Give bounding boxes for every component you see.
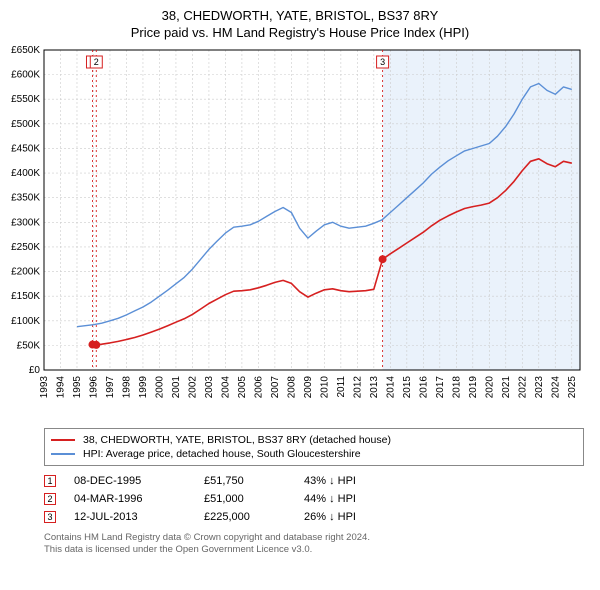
transaction-date: 12-JUL-2013 — [74, 511, 204, 523]
y-tick-label: £400K — [11, 168, 40, 179]
x-tick-label: 2006 — [253, 376, 264, 399]
x-tick-label: 2024 — [550, 376, 561, 399]
legend-label: HPI: Average price, detached house, Sout… — [83, 448, 361, 460]
x-tick-label: 2014 — [385, 376, 396, 399]
legend-box: 38, CHEDWORTH, YATE, BRISTOL, BS37 8RY (… — [44, 428, 584, 466]
chart-area: £0 £50K £100K £150K £200K £250K £300K £350K £400… — [0, 44, 600, 424]
x-tick-label: 2015 — [402, 376, 413, 399]
x-tick-label: 2012 — [352, 376, 363, 399]
x-tick-label: 2011 — [336, 376, 347, 398]
title-subtitle: Price paid vs. HM Land Registry's House … — [0, 25, 600, 40]
title-address: 38, CHEDWORTH, YATE, BRISTOL, BS37 8RY — [0, 8, 600, 23]
y-tick-label: £500K — [11, 119, 40, 130]
x-tick-label: 2000 — [154, 376, 165, 399]
x-tick-label: 2019 — [468, 376, 479, 399]
transactions-table: 1 08-DEC-1995£51,75043% ↓ HPI 2 04-MAR-1996… — [44, 472, 584, 526]
transaction-row: 1 08-DEC-1995£51,75043% ↓ HPI — [44, 472, 584, 490]
x-tick-label: 2002 — [187, 376, 198, 399]
transaction-row: 2 04-MAR-1996£51,00044% ↓ HPI — [44, 490, 584, 508]
y-tick-label: £300K — [11, 217, 40, 228]
y-tick-label: £600K — [11, 70, 40, 81]
x-tick-label: 2016 — [418, 376, 429, 399]
x-tick-label: 2004 — [220, 376, 231, 399]
x-tick-label: 2007 — [270, 376, 281, 399]
sale-marker-label: 3 — [380, 57, 385, 67]
x-tick-label: 1993 — [39, 376, 50, 399]
chart-svg: £0 £50K £100K £150K £200K £250K £300K £350K £400… — [0, 44, 600, 424]
legend-swatch — [51, 439, 75, 441]
x-tick-label: 2013 — [369, 376, 380, 399]
transaction-price: £51,000 — [204, 493, 304, 505]
legend-item: 38, CHEDWORTH, YATE, BRISTOL, BS37 8RY (… — [51, 433, 577, 447]
x-tick-label: 2025 — [567, 376, 578, 399]
x-tick-label: 2018 — [451, 376, 462, 399]
transaction-row: 3 12-JUL-2013£225,00026% ↓ HPI — [44, 508, 584, 526]
x-tick-label: 1998 — [121, 376, 132, 399]
x-tick-label: 2010 — [319, 376, 330, 399]
y-tick-label: £100K — [11, 316, 40, 327]
legend-label: 38, CHEDWORTH, YATE, BRISTOL, BS37 8RY (… — [83, 434, 391, 446]
transaction-pct: 26% ↓ HPI — [304, 511, 404, 523]
x-tick-label: 2021 — [501, 376, 512, 399]
y-tick-label: £50K — [17, 340, 41, 351]
legend-item: HPI: Average price, detached house, Sout… — [51, 447, 577, 461]
x-tick-label: 2005 — [237, 376, 248, 399]
y-tick-label: £250K — [11, 242, 40, 253]
chart-container: 38, CHEDWORTH, YATE, BRISTOL, BS37 8RY P… — [0, 0, 600, 590]
footer-attribution: Contains HM Land Registry data © Crown c… — [44, 532, 584, 557]
x-tick-label: 2023 — [534, 376, 545, 399]
footer-line2: This data is licensed under the Open Gov… — [44, 544, 584, 556]
sale-marker-label: 2 — [94, 57, 99, 67]
y-tick-label: £450K — [11, 143, 40, 154]
x-tick-label: 1996 — [88, 376, 99, 399]
y-tick-label: £200K — [11, 267, 40, 278]
x-tick-label: 2003 — [204, 376, 215, 399]
x-tick-label: 2001 — [171, 376, 182, 399]
transaction-date: 04-MAR-1996 — [74, 493, 204, 505]
x-tick-label: 2008 — [286, 376, 297, 399]
transaction-date: 08-DEC-1995 — [74, 475, 204, 487]
y-tick-label: £0 — [29, 365, 41, 376]
x-tick-label: 2022 — [517, 376, 528, 399]
transaction-marker: 3 — [44, 511, 56, 523]
footer-line1: Contains HM Land Registry data © Crown c… — [44, 532, 584, 544]
transaction-pct: 43% ↓ HPI — [304, 475, 404, 487]
y-tick-label: £150K — [11, 291, 40, 302]
title-block: 38, CHEDWORTH, YATE, BRISTOL, BS37 8RY P… — [0, 0, 600, 44]
transaction-marker: 1 — [44, 475, 56, 487]
transaction-marker: 2 — [44, 493, 56, 505]
y-tick-label: £350K — [11, 193, 40, 204]
x-tick-label: 1995 — [72, 376, 83, 399]
legend-swatch — [51, 453, 75, 455]
transaction-price: £51,750 — [204, 475, 304, 487]
x-tick-label: 1999 — [138, 376, 149, 399]
y-tick-label: £650K — [11, 45, 40, 56]
x-tick-label: 2009 — [303, 376, 314, 399]
y-tick-label: £550K — [11, 94, 40, 105]
transaction-price: £225,000 — [204, 511, 304, 523]
x-tick-label: 2017 — [435, 376, 446, 399]
x-tick-label: 1994 — [55, 376, 66, 399]
transaction-pct: 44% ↓ HPI — [304, 493, 404, 505]
x-tick-label: 1997 — [105, 376, 116, 399]
x-tick-label: 2020 — [484, 376, 495, 399]
